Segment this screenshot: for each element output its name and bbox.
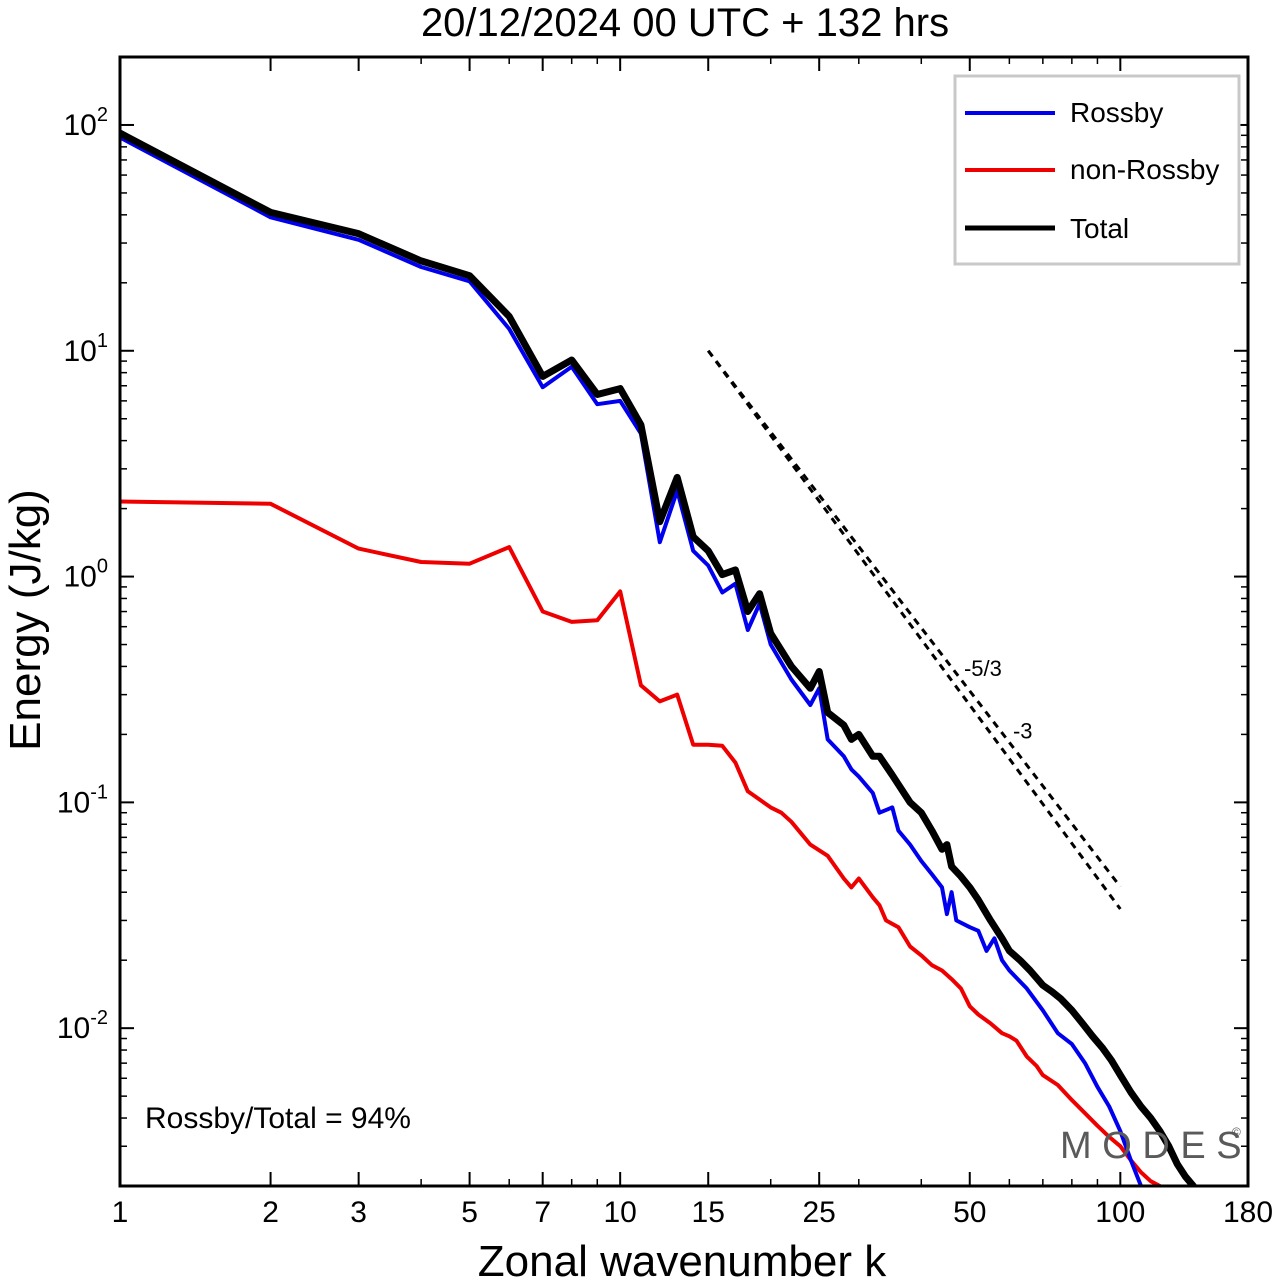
reference-line-label: -5/3 (964, 656, 1002, 681)
reference-line (707, 349, 1122, 910)
y-tick-label: 10-2 (57, 1007, 108, 1045)
x-tick-label: 50 (953, 1196, 986, 1229)
x-tick-label: 100 (1095, 1196, 1145, 1229)
modes-watermark: M O D E S (1060, 1125, 1242, 1167)
watermark-copyright-mark: © (1232, 1125, 1241, 1139)
reference-line-label: -3 (1013, 719, 1033, 744)
rossby-ratio-text: Rossby/Total = 94% (145, 1102, 411, 1135)
x-tick-label: 180 (1223, 1196, 1273, 1229)
legend: Rossby non-Rossby Total (953, 74, 1241, 266)
reference-slope-lines: -5/3 -3 (707, 349, 1122, 910)
series-line-non-rossby (120, 499, 1162, 1186)
x-tick-label: 3 (350, 1196, 367, 1229)
legend-label-total: Total (1070, 213, 1129, 244)
x-axis-label: Zonal wavenumber k (478, 1237, 887, 1281)
legend-label-non-rossby: non-Rossby (1070, 154, 1219, 185)
reference-line (707, 349, 1122, 888)
plot-frame (118, 55, 1250, 1188)
legend-label-rossby: Rossby (1070, 97, 1163, 128)
x-tick-label: 5 (461, 1196, 478, 1229)
y-tick-label: 10-1 (57, 781, 108, 819)
series-line-total (120, 129, 1197, 1186)
data-series (120, 129, 1197, 1186)
series-line-rossby (120, 135, 1143, 1186)
x-tick-label: 15 (692, 1196, 725, 1229)
y-tick-label: 101 (64, 330, 109, 368)
x-tick-label: 2 (262, 1196, 279, 1229)
x-tick-label: 25 (803, 1196, 836, 1229)
y-tick-label: 100 (64, 556, 109, 594)
y-axis-label: Energy (J/kg) (1, 489, 50, 751)
chart-title: 20/12/2024 00 UTC + 132 hrs (421, 1, 949, 45)
y-tick-label: 102 (64, 104, 109, 142)
x-tick-label: 1 (112, 1196, 129, 1229)
x-tick-label: 7 (534, 1196, 551, 1229)
x-tick-label: 10 (603, 1196, 636, 1229)
